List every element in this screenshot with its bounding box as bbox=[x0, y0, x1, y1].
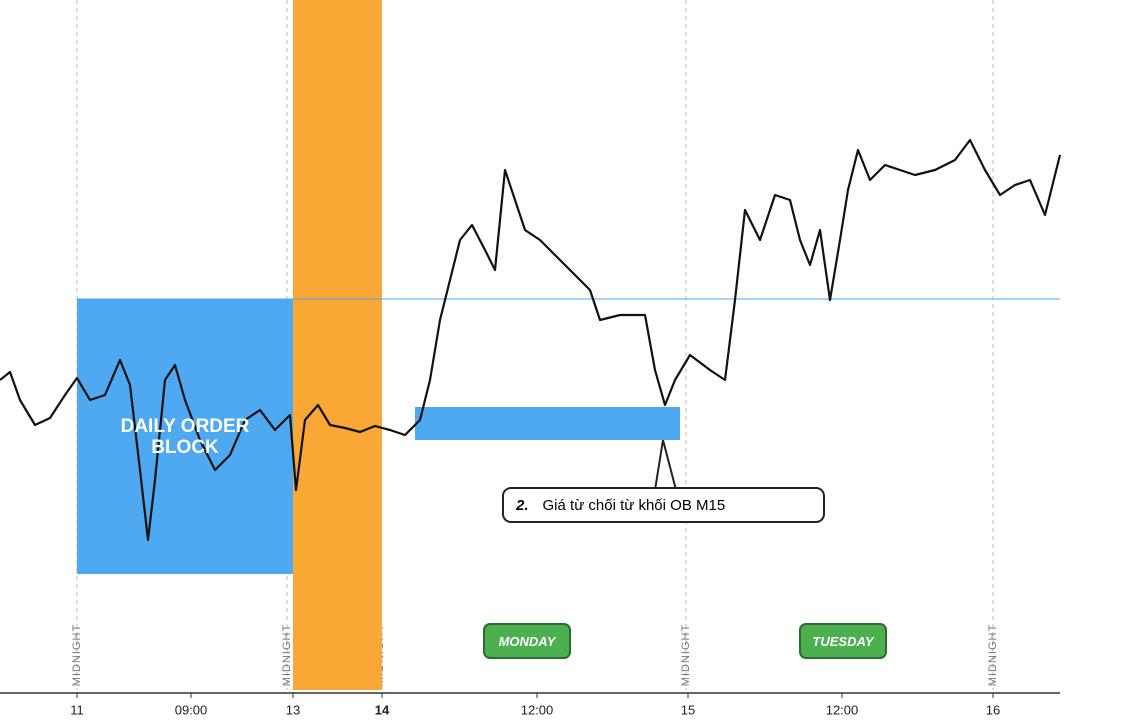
callout: 2. Giá từ chối từ khối OB M15 bbox=[502, 487, 825, 523]
zone-label: DAILY ORDER BLOCK bbox=[120, 416, 250, 458]
session-label: MIDNIGHT bbox=[281, 624, 293, 686]
x-tick-label: 13 bbox=[286, 702, 300, 717]
x-tick-label: 16 bbox=[986, 702, 1000, 717]
callout-text: Giá từ chối từ khối OB M15 bbox=[542, 496, 726, 514]
session-label: MIDNIGHT bbox=[987, 624, 999, 686]
day-badge: MONDAY bbox=[483, 623, 571, 659]
session-label: MIDNIGHT bbox=[680, 624, 692, 686]
callout-number: 2. bbox=[516, 496, 529, 514]
x-tick-label: 15 bbox=[681, 702, 695, 717]
day-badge: TUESDAY bbox=[799, 623, 887, 659]
order-block bbox=[77, 299, 293, 574]
order-block bbox=[415, 407, 680, 440]
x-tick-label: 14 bbox=[375, 702, 390, 717]
session-label: MIDNIGHT bbox=[71, 624, 83, 686]
x-tick-label: 12:00 bbox=[521, 702, 554, 717]
x-tick-label: 11 bbox=[70, 702, 84, 717]
session-highlight bbox=[293, 0, 382, 690]
callout-pointer bbox=[653, 439, 678, 491]
x-tick-label: 09:00 bbox=[175, 702, 208, 717]
price-line bbox=[0, 138, 1062, 542]
x-tick-label: 12:00 bbox=[826, 702, 859, 717]
